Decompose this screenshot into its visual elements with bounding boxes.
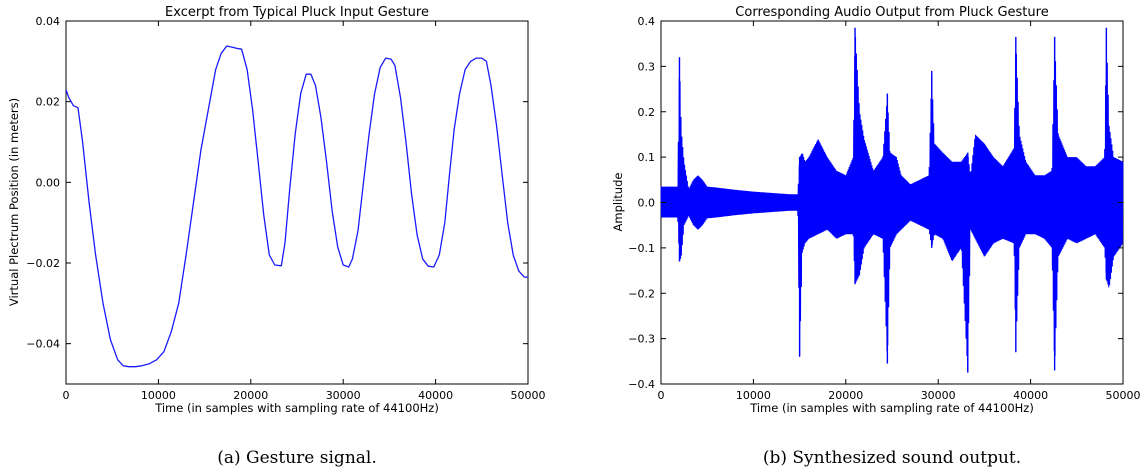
audio-xtick-label: 0 xyxy=(658,389,665,402)
audio-chart: 0 10000 20000 30000 40000 50000 0.4 0.3 0.2 0.1 0.… xyxy=(611,5,1141,468)
gesture-title: Excerpt from Typical Pluck Input Gesture xyxy=(165,5,429,20)
audio-ytick-label: 0.0 xyxy=(638,197,656,210)
gesture-ytick-label: −0.02 xyxy=(26,257,60,270)
gesture-line xyxy=(65,45,528,368)
audio-ytick-label: −0.1 xyxy=(628,242,655,255)
gesture-xtick-label: 0 xyxy=(63,389,70,402)
gesture-plot-frame xyxy=(65,20,529,385)
audio-xtick-label: 30000 xyxy=(921,389,956,402)
audio-ticks: 0 10000 20000 30000 40000 50000 0.4 0.3 0.2 0.1 0.… xyxy=(628,15,1140,402)
audio-ytick-label: 0.1 xyxy=(638,151,656,164)
gesture-ticks: 0 10000 20000 30000 40000 50000 0.04 0.02 0.00 −0… xyxy=(26,15,545,402)
audio-xtick-label: 40000 xyxy=(1013,389,1048,402)
audio-ytick-label: 0.2 xyxy=(638,106,656,119)
gesture-ytick-label: 0.00 xyxy=(36,176,61,189)
audio-xtick-label: 10000 xyxy=(736,389,771,402)
gesture-ytick-label: 0.02 xyxy=(36,96,61,109)
gesture-series xyxy=(65,45,528,368)
gesture-ytick-label: 0.04 xyxy=(36,15,61,28)
audio-xlabel: Time (in samples with sampling rate of 4… xyxy=(749,401,1034,415)
gesture-ytick-label: −0.04 xyxy=(26,338,60,351)
audio-ylabel: Amplitude xyxy=(611,173,625,232)
gesture-chart: 0 10000 20000 30000 40000 50000 0.04 0.02 0.00 −0… xyxy=(7,5,546,468)
audio-xtick-label: 50000 xyxy=(1106,389,1141,402)
audio-caption: (b) Synthesized sound output. xyxy=(763,448,1021,468)
audio-ytick-label: −0.3 xyxy=(628,333,655,346)
gesture-ylabel: Virtual Plectrum Position (in meters) xyxy=(7,98,21,306)
audio-waveform xyxy=(660,30,1124,371)
gesture-xlabel: Time (in samples with sampling rate of 4… xyxy=(154,401,439,415)
gesture-xtick-label: 20000 xyxy=(233,389,268,402)
audio-series xyxy=(660,27,1124,373)
gesture-xtick-label: 50000 xyxy=(511,389,546,402)
audio-ytick-label: 0.4 xyxy=(638,15,656,28)
audio-ytick-label: 0.3 xyxy=(638,60,656,73)
gesture-caption: (a) Gesture signal. xyxy=(217,448,377,468)
gesture-xtick-label: 40000 xyxy=(418,389,453,402)
audio-title: Corresponding Audio Output from Pluck Ge… xyxy=(735,5,1048,20)
audio-xtick-label: 20000 xyxy=(828,389,863,402)
gesture-xtick-label: 10000 xyxy=(141,389,176,402)
audio-ytick-label: −0.4 xyxy=(628,378,655,391)
gesture-xtick-label: 30000 xyxy=(326,389,361,402)
audio-ytick-label: −0.2 xyxy=(628,287,655,300)
